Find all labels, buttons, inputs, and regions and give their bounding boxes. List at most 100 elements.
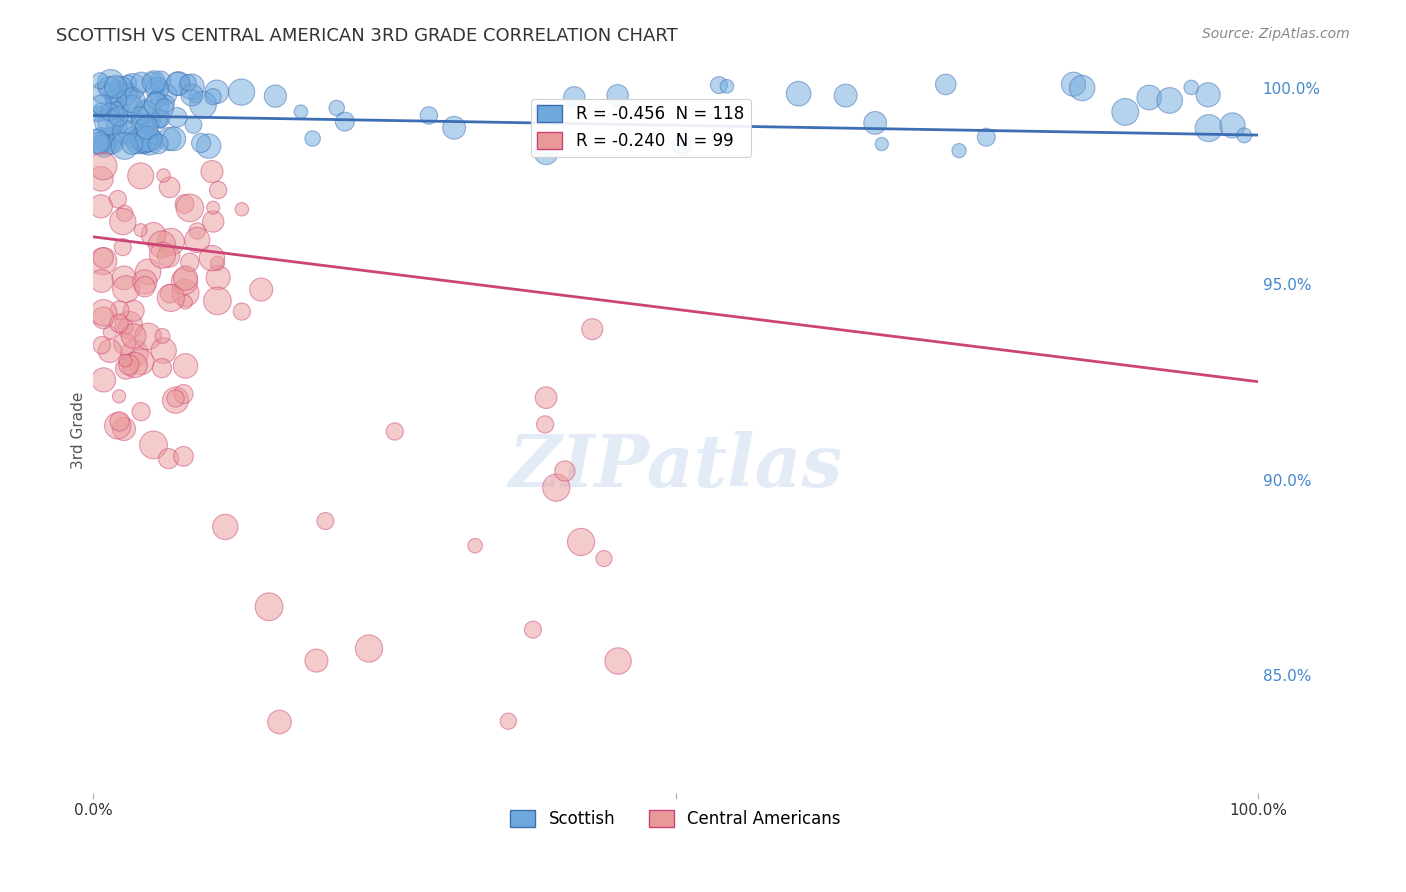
Point	[464, 539, 486, 553]
Point	[121, 130, 143, 145]
Point	[112, 270, 135, 285]
Point	[112, 422, 135, 436]
Point	[86, 135, 108, 149]
Point	[145, 94, 167, 108]
Point	[132, 134, 155, 148]
Point	[150, 361, 173, 376]
Point	[104, 119, 127, 133]
Point	[145, 98, 167, 112]
Point	[107, 192, 129, 206]
Point	[384, 425, 406, 439]
Point	[148, 136, 170, 151]
Point	[97, 115, 120, 129]
Point	[1114, 104, 1136, 119]
Point	[136, 107, 159, 121]
Point	[197, 139, 219, 153]
Point	[118, 358, 141, 372]
Point	[114, 353, 136, 368]
Point	[131, 75, 153, 89]
Point	[108, 103, 131, 118]
Point	[93, 373, 115, 387]
Point	[173, 275, 195, 289]
Point	[121, 98, 143, 112]
Point	[581, 322, 603, 336]
Point	[149, 74, 172, 88]
Point	[121, 79, 143, 94]
Point	[562, 90, 585, 104]
Point	[100, 90, 122, 104]
Point	[179, 201, 201, 215]
Point	[202, 214, 225, 228]
Point	[114, 319, 136, 334]
Point	[190, 136, 212, 150]
Point	[93, 139, 115, 153]
Point	[114, 139, 136, 153]
Point	[534, 417, 557, 432]
Point	[90, 103, 112, 117]
Point	[290, 104, 312, 119]
Point	[173, 197, 195, 211]
Point	[201, 251, 224, 265]
Point	[257, 599, 280, 614]
Point	[173, 450, 195, 464]
Point	[231, 85, 253, 99]
Point	[191, 97, 214, 112]
Point	[231, 304, 253, 318]
Point	[98, 325, 121, 339]
Point	[103, 133, 125, 147]
Point	[97, 80, 120, 95]
Point	[91, 254, 114, 268]
Point	[1222, 119, 1244, 133]
Point	[186, 233, 208, 247]
Point	[155, 96, 177, 111]
Point	[93, 106, 115, 120]
Point	[531, 105, 554, 120]
Point	[134, 275, 156, 289]
Point	[108, 317, 131, 331]
Point	[134, 279, 156, 293]
Point	[1063, 77, 1085, 91]
Point	[418, 108, 440, 122]
Point	[443, 120, 465, 135]
Point	[146, 89, 169, 103]
Point	[142, 135, 165, 149]
Point	[86, 107, 108, 121]
Point	[146, 79, 169, 94]
Point	[136, 265, 159, 279]
Point	[115, 87, 138, 102]
Point	[118, 318, 141, 332]
Point	[157, 132, 180, 146]
Point	[129, 223, 152, 237]
Point	[98, 343, 121, 358]
Point	[146, 82, 169, 96]
Point	[108, 120, 131, 135]
Point	[201, 89, 224, 103]
Y-axis label: 3rd Grade: 3rd Grade	[72, 392, 86, 469]
Point	[108, 414, 131, 428]
Point	[1233, 128, 1256, 143]
Text: SCOTTISH VS CENTRAL AMERICAN 3RD GRADE CORRELATION CHART: SCOTTISH VS CENTRAL AMERICAN 3RD GRADE C…	[56, 27, 678, 45]
Point	[333, 114, 356, 128]
Point	[129, 404, 152, 418]
Point	[104, 93, 127, 107]
Point	[121, 93, 143, 107]
Point	[177, 76, 200, 90]
Point	[174, 271, 197, 285]
Point	[716, 79, 738, 94]
Point	[180, 88, 202, 103]
Point	[160, 235, 183, 249]
Point	[117, 119, 139, 133]
Point	[357, 641, 380, 656]
Point	[127, 134, 149, 148]
Point	[834, 88, 856, 103]
Point	[156, 87, 179, 102]
Point	[948, 144, 970, 158]
Point	[129, 169, 152, 183]
Point	[159, 180, 181, 194]
Point	[129, 109, 152, 123]
Point	[89, 136, 111, 150]
Point	[90, 274, 112, 288]
Point	[870, 136, 893, 151]
Point	[207, 270, 229, 285]
Point	[207, 256, 229, 270]
